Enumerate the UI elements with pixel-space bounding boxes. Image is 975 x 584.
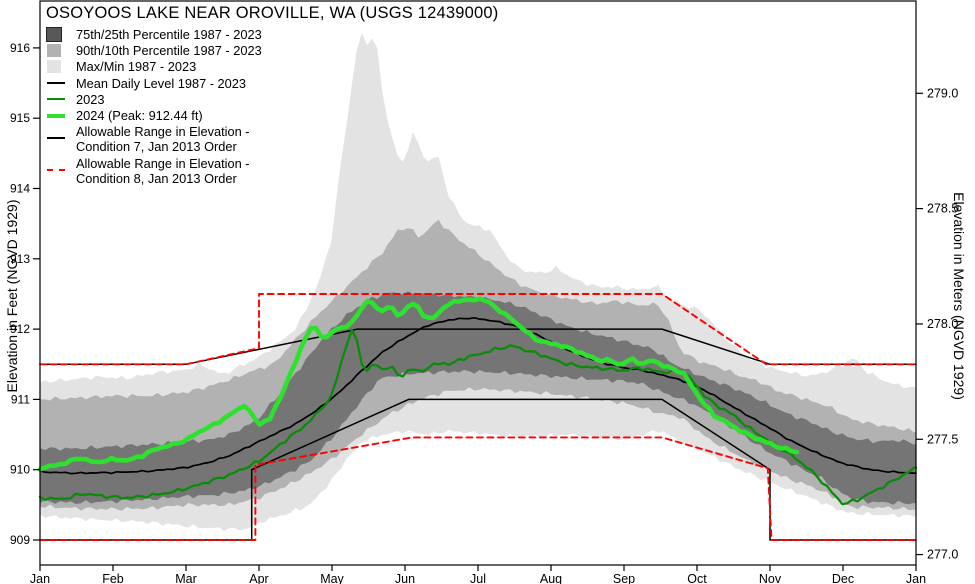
month-tick-label: Aug xyxy=(540,572,562,584)
legend-item-label: Allowable Range in Elevation - Condition… xyxy=(76,124,250,155)
legend-swatch-box xyxy=(46,27,66,42)
meter-tick-label: 279.0 xyxy=(927,86,958,100)
legend-item-label: 90th/10th Percentile 1987 - 2023 xyxy=(76,43,262,59)
meter-tick-label: 278.0 xyxy=(927,317,958,331)
legend-swatch-line xyxy=(47,124,66,140)
feet-tick-label: 913 xyxy=(10,252,30,266)
y-axis-right-title: Elevation in Meters (NGVD 1929) xyxy=(951,192,967,400)
band-p75p25 xyxy=(40,291,916,505)
legend-swatch-thickline xyxy=(47,108,66,119)
meter-tick-label: 277.0 xyxy=(927,548,958,562)
legend-item-label: 75th/25th Percentile 1987 - 2023 xyxy=(76,27,262,42)
legend-swatch-line xyxy=(47,76,66,84)
legend-swatch-line xyxy=(47,92,66,100)
legend-item: 2023 xyxy=(47,92,262,107)
month-tick-label: Jun xyxy=(395,572,415,584)
legend-item: 2024 (Peak: 912.44 ft) xyxy=(47,108,262,123)
meter-tick-label: 277.5 xyxy=(927,432,958,446)
feet-tick-label: 915 xyxy=(10,111,30,125)
legend: 75th/25th Percentile 1987 - 2023 90th/10t… xyxy=(46,27,262,187)
y-axis-left-title: Elevation in Feet (NGVD 1929) xyxy=(4,199,20,393)
month-tick-label: Sep xyxy=(613,572,635,584)
legend-item-label: Allowable Range in Elevation - Condition… xyxy=(76,155,250,186)
month-tick-label: Apr xyxy=(249,572,268,584)
month-tick-label: Feb xyxy=(102,572,124,584)
feet-tick-label: 909 xyxy=(10,533,30,547)
legend-item: 75th/25th Percentile 1987 - 2023 xyxy=(46,27,262,42)
legend-item-label: 2023 xyxy=(76,91,105,107)
line-cond7 xyxy=(39,398,917,541)
feet-tick-label: 911 xyxy=(11,392,30,406)
meter-tick-label: 278.5 xyxy=(927,202,958,216)
legend-swatch-dashed xyxy=(47,156,66,171)
legend-item: Max/Min 1987 - 2023 xyxy=(47,59,262,74)
legend-item: Allowable Range in Elevation - Condition… xyxy=(47,156,262,186)
month-tick-label: Jan xyxy=(30,572,50,584)
feet-tick-label: 916 xyxy=(10,41,30,55)
feet-tick-label: 910 xyxy=(10,463,30,477)
month-tick-label: Jul xyxy=(470,572,486,584)
legend-item: 90th/10th Percentile 1987 - 2023 xyxy=(47,43,262,58)
feet-tick-label: 914 xyxy=(10,182,30,196)
month-tick-label: Dec xyxy=(832,572,854,584)
month-tick-label: Jan xyxy=(906,572,926,584)
month-tick-label: Oct xyxy=(687,572,707,584)
month-tick-label: May xyxy=(320,572,344,584)
legend-item-label: Mean Daily Level 1987 - 2023 xyxy=(76,75,247,91)
line-cond8 xyxy=(39,293,917,366)
legend-item: Allowable Range in Elevation - Condition… xyxy=(47,124,262,154)
month-tick-label: Mar xyxy=(175,572,197,584)
line-y2024 xyxy=(37,296,800,472)
legend-item-label: 2024 (Peak: 912.44 ft) xyxy=(76,108,203,124)
legend-item: Mean Daily Level 1987 - 2023 xyxy=(47,76,262,91)
month-tick-label: Nov xyxy=(759,572,782,584)
legend-swatch-box xyxy=(47,59,66,74)
chart-title: OSOYOOS LAKE NEAR OROVILLE, WA (USGS 124… xyxy=(46,4,499,22)
legend-item-label: Max/Min 1987 - 2023 xyxy=(76,59,197,75)
feet-tick-label: 912 xyxy=(10,322,30,336)
line-mean xyxy=(39,316,917,475)
legend-swatch-box xyxy=(47,43,66,58)
